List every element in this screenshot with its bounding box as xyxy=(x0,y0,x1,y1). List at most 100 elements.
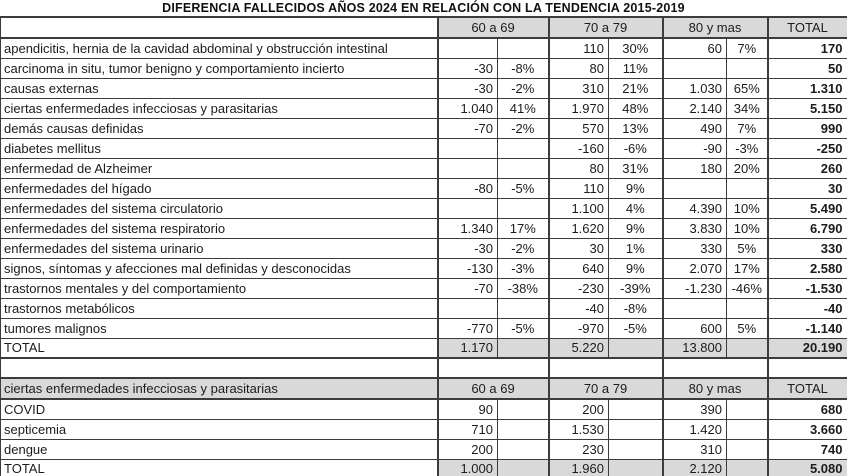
table2-column-header-80-mas[interactable]: 80 y mas xyxy=(662,377,769,400)
cell-70-79-pct[interactable]: -8% xyxy=(608,297,664,319)
cell-total[interactable]: 2.580 xyxy=(767,257,847,279)
total-70-79-value[interactable]: 1.960 xyxy=(548,458,609,476)
cell-60-69-value[interactable] xyxy=(437,157,498,179)
cell-80-mas-value[interactable] xyxy=(662,57,727,79)
cell-60-69-pct[interactable]: -5% xyxy=(497,317,550,339)
cell-80-mas-value[interactable]: 4.390 xyxy=(662,197,727,219)
cell-total[interactable]: 330 xyxy=(767,237,847,259)
column-header-80-mas[interactable]: 80 y mas xyxy=(662,16,769,39)
cell-total[interactable]: 260 xyxy=(767,157,847,179)
cell-60-69-pct[interactable] xyxy=(497,197,550,219)
cell-70-79-value[interactable]: 1.970 xyxy=(548,97,609,119)
cell-70-79-pct[interactable]: 1% xyxy=(608,237,664,259)
cell-80-mas-value[interactable]: 310 xyxy=(662,438,727,460)
total-60-69-value[interactable]: 1.170 xyxy=(437,337,498,359)
cell-80-mas-pct[interactable]: 5% xyxy=(726,237,769,259)
cell-70-79-pct[interactable]: 9% xyxy=(608,217,664,239)
cell-80-mas-value[interactable]: 600 xyxy=(662,317,727,339)
table1-header-empty-cell[interactable] xyxy=(0,16,439,39)
cell-70-79-value[interactable]: 1.100 xyxy=(548,197,609,219)
cell-60-69-pct[interactable] xyxy=(497,37,550,59)
cell-60-69-pct[interactable]: 41% xyxy=(497,97,550,119)
cell-total[interactable]: -1.530 xyxy=(767,277,847,299)
row-label[interactable]: demás causas definidas xyxy=(0,117,439,139)
cell-total[interactable]: 50 xyxy=(767,57,847,79)
cell-60-69-value[interactable]: -30 xyxy=(437,77,498,99)
cell-70-79-value[interactable]: 110 xyxy=(548,177,609,199)
cell-60-69-pct[interactable]: -38% xyxy=(497,277,550,299)
row-label[interactable]: trastornos metabólicos xyxy=(0,297,439,319)
cell-60-69-value[interactable]: -30 xyxy=(437,57,498,79)
table2-column-header-60-69[interactable]: 60 a 69 xyxy=(437,377,550,400)
cell-70-79-pct[interactable]: 21% xyxy=(608,77,664,99)
cell-70-79-pct[interactable]: 4% xyxy=(608,197,664,219)
row-label[interactable]: septicemia xyxy=(0,418,439,440)
cell-60-69-pct[interactable]: 17% xyxy=(497,217,550,239)
cell-80-mas-value[interactable] xyxy=(662,297,727,319)
cell-80-mas-pct[interactable]: 5% xyxy=(726,317,769,339)
cell-70-79-value[interactable]: 200 xyxy=(548,398,609,420)
cell-80-mas-value[interactable]: 490 xyxy=(662,117,727,139)
cell-60-69-value[interactable] xyxy=(437,297,498,319)
cell-60-69-value[interactable] xyxy=(437,197,498,219)
cell-80-mas-pct[interactable]: -3% xyxy=(726,137,769,159)
cell-60-69-pct[interactable] xyxy=(497,157,550,179)
row-label[interactable]: enfermedad de Alzheimer xyxy=(0,157,439,179)
cell-60-69-value[interactable] xyxy=(437,137,498,159)
cell-60-69-value[interactable]: 90 xyxy=(437,398,498,420)
cell-60-69-value[interactable]: -70 xyxy=(437,117,498,139)
cell-70-79-pct[interactable]: 30% xyxy=(608,37,664,59)
column-header-70-79[interactable]: 70 a 79 xyxy=(548,16,664,39)
row-label[interactable]: dengue xyxy=(0,438,439,460)
cell-60-69-pct[interactable] xyxy=(497,398,550,420)
cell-80-mas-pct[interactable] xyxy=(726,418,769,440)
cell-70-79-value[interactable]: 30 xyxy=(548,237,609,259)
cell-total[interactable]: 740 xyxy=(767,438,847,460)
cell-total[interactable]: 3.660 xyxy=(767,418,847,440)
cell-80-mas-pct[interactable] xyxy=(726,177,769,199)
cell-70-79-pct[interactable]: -5% xyxy=(608,317,664,339)
total-80-mas-value[interactable]: 13.800 xyxy=(662,337,727,359)
cell-60-69-value[interactable] xyxy=(437,37,498,59)
cell-70-79-value[interactable]: 110 xyxy=(548,37,609,59)
total-row-label[interactable]: TOTAL xyxy=(0,458,439,476)
cell-70-79-value[interactable]: 570 xyxy=(548,117,609,139)
table2-header-label[interactable]: ciertas enfermedades infecciosas y paras… xyxy=(0,377,439,400)
cell-80-mas-pct[interactable] xyxy=(726,297,769,319)
cell-total[interactable]: 30 xyxy=(767,177,847,199)
row-label[interactable]: enfermedades del hígado xyxy=(0,177,439,199)
cell-80-mas-pct[interactable] xyxy=(726,438,769,460)
cell-80-mas-value[interactable]: 180 xyxy=(662,157,727,179)
cell-60-69-value[interactable]: 1.040 xyxy=(437,97,498,119)
cell-60-69-pct[interactable] xyxy=(497,438,550,460)
cell-60-69-pct[interactable] xyxy=(497,418,550,440)
cell-80-mas-value[interactable]: -90 xyxy=(662,137,727,159)
cell-80-mas-value[interactable] xyxy=(662,177,727,199)
table2-column-header-total[interactable]: TOTAL xyxy=(767,377,847,400)
cell-60-69-pct[interactable] xyxy=(497,297,550,319)
total-70-79-pct[interactable] xyxy=(608,337,664,359)
cell-70-79-value[interactable]: -40 xyxy=(548,297,609,319)
cell-60-69-value[interactable]: 710 xyxy=(437,418,498,440)
cell-80-mas-pct[interactable]: 7% xyxy=(726,117,769,139)
cell-70-79-value[interactable]: 80 xyxy=(548,57,609,79)
total-grand-value[interactable]: 20.190 xyxy=(767,337,847,359)
cell-total[interactable]: -1.140 xyxy=(767,317,847,339)
cell-80-mas-value[interactable]: 1.030 xyxy=(662,77,727,99)
cell-total[interactable]: 5.150 xyxy=(767,97,847,119)
cell-60-69-value[interactable]: -70 xyxy=(437,277,498,299)
row-label[interactable]: apendicitis, hernia de la cavidad abdomi… xyxy=(0,37,439,59)
cell-60-69-value[interactable]: -30 xyxy=(437,237,498,259)
cell-70-79-value[interactable]: -970 xyxy=(548,317,609,339)
cell-70-79-value[interactable]: 1.530 xyxy=(548,418,609,440)
cell-80-mas-value[interactable]: 60 xyxy=(662,37,727,59)
cell-60-69-value[interactable]: -770 xyxy=(437,317,498,339)
row-label[interactable]: signos, síntomas y afecciones mal defini… xyxy=(0,257,439,279)
cell-80-mas-value[interactable]: -1.230 xyxy=(662,277,727,299)
cell-total[interactable]: 1.310 xyxy=(767,77,847,99)
cell-60-69-value[interactable]: -80 xyxy=(437,177,498,199)
cell-total[interactable]: 6.790 xyxy=(767,217,847,239)
total-70-79-pct[interactable] xyxy=(608,458,664,476)
total-80-mas-pct[interactable] xyxy=(726,458,769,476)
cell-80-mas-value[interactable]: 3.830 xyxy=(662,217,727,239)
